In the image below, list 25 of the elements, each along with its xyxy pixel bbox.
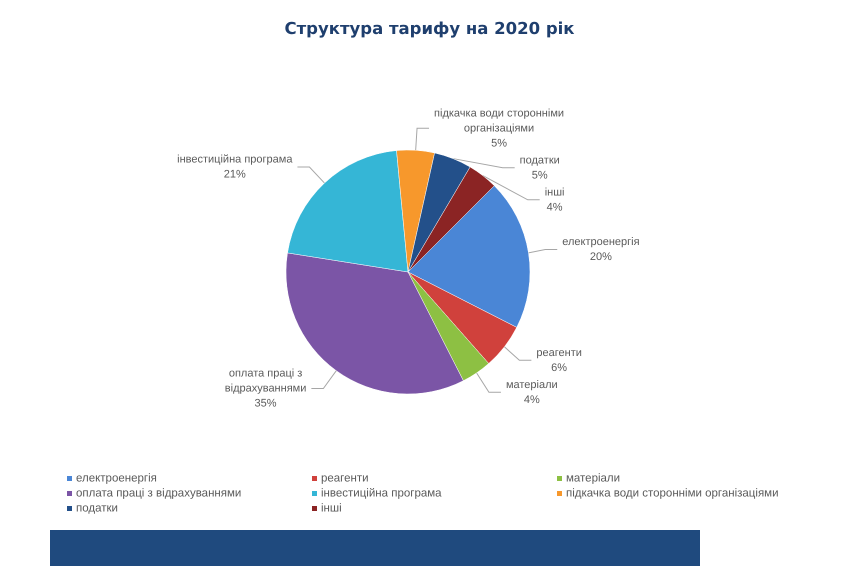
data-label: 21% — [224, 168, 246, 181]
data-label: 4% — [546, 201, 563, 214]
slice-label: підкачка води сторонніми організаціями — [434, 107, 564, 134]
legend-label: матеріали — [566, 472, 620, 484]
legend-label: податки — [76, 502, 118, 514]
data-label: 5% — [532, 169, 548, 182]
data-label: 20% — [590, 250, 612, 263]
legend-label: реагенти — [321, 472, 369, 484]
legend-label: інші — [321, 502, 342, 514]
chart-title: Структура тарифу на 2020 рік — [284, 19, 574, 38]
slice-label: інвестиційна програма — [177, 154, 294, 166]
legend-label: інвестиційна програма — [321, 488, 442, 500]
data-label: 35% — [254, 398, 277, 410]
slice-label: матеріали — [506, 378, 558, 391]
slice-label: інші — [544, 186, 564, 198]
legend-label: оплата праці з відрахуваннями — [76, 488, 242, 500]
data-label: 6% — [551, 362, 568, 374]
slice-label: реагенти — [536, 346, 582, 359]
slice-label: оплата праці з відрахуваннями — [224, 368, 306, 394]
slice-label: податки — [520, 154, 560, 166]
legend-label: підкачка води сторонніми організаціями — [566, 488, 778, 500]
legend-label: електроенергія — [76, 472, 157, 484]
slice-label: електроенергія — [562, 236, 640, 248]
data-label: 4% — [524, 394, 540, 406]
data-label: 5% — [491, 137, 508, 150]
